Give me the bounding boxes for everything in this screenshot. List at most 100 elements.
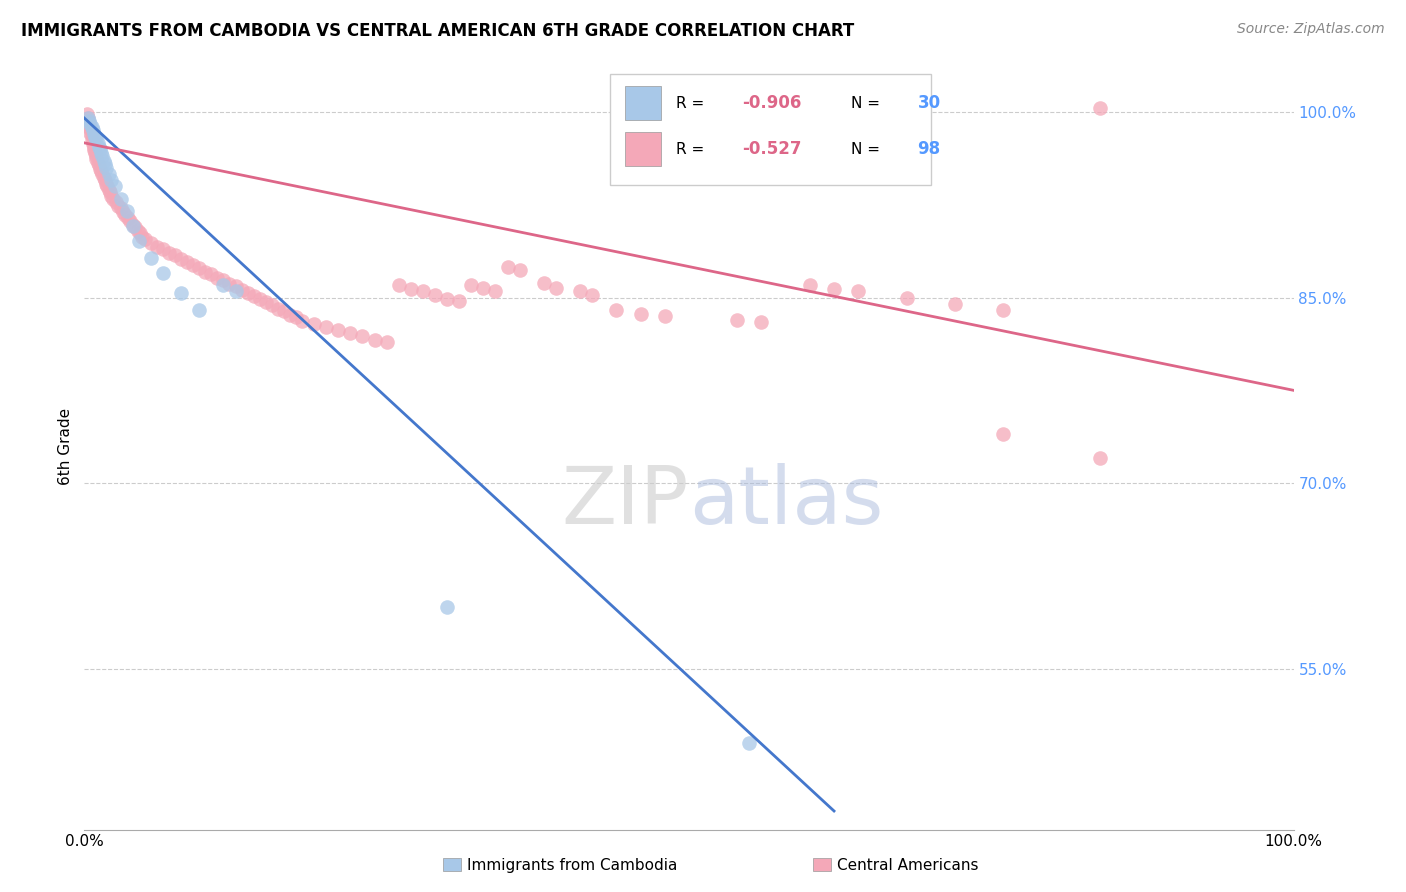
Point bbox=[212, 278, 235, 293]
Point bbox=[91, 167, 114, 181]
Text: ZIP: ZIP bbox=[561, 463, 689, 541]
Point bbox=[225, 285, 247, 299]
Point bbox=[124, 219, 146, 234]
Point bbox=[823, 282, 845, 296]
Point bbox=[278, 308, 301, 322]
Text: Source: ZipAtlas.com: Source: ZipAtlas.com bbox=[1237, 22, 1385, 37]
Point bbox=[654, 309, 676, 323]
Point bbox=[207, 270, 229, 285]
Point bbox=[315, 320, 337, 334]
Point bbox=[284, 310, 308, 325]
Point bbox=[112, 205, 135, 219]
Point bbox=[79, 122, 101, 136]
Point bbox=[630, 307, 652, 321]
Point bbox=[581, 288, 603, 302]
Point bbox=[496, 260, 519, 274]
Point bbox=[302, 317, 325, 331]
Point bbox=[943, 296, 966, 310]
Point bbox=[181, 258, 204, 272]
Point bbox=[273, 304, 295, 318]
Point bbox=[77, 115, 100, 129]
Point bbox=[363, 333, 385, 347]
Point bbox=[896, 291, 918, 305]
Point bbox=[93, 154, 115, 169]
Point bbox=[291, 314, 314, 328]
Point bbox=[388, 278, 411, 293]
Y-axis label: 6th Grade: 6th Grade bbox=[58, 408, 73, 484]
Text: Central Americans: Central Americans bbox=[837, 858, 979, 872]
Point bbox=[87, 139, 110, 153]
Point bbox=[90, 164, 112, 178]
Point bbox=[97, 167, 120, 181]
Point bbox=[94, 161, 117, 175]
Point bbox=[110, 202, 132, 216]
Point bbox=[121, 219, 143, 233]
Point bbox=[121, 218, 143, 232]
Point bbox=[104, 195, 127, 210]
Point bbox=[267, 301, 290, 316]
Point bbox=[104, 179, 127, 194]
Point bbox=[399, 282, 422, 296]
Text: IMMIGRANTS FROM CAMBODIA VS CENTRAL AMERICAN 6TH GRADE CORRELATION CHART: IMMIGRANTS FROM CAMBODIA VS CENTRAL AMER… bbox=[21, 22, 855, 40]
Point bbox=[86, 149, 108, 163]
Point bbox=[236, 285, 259, 300]
Text: -0.527: -0.527 bbox=[742, 140, 801, 158]
Point bbox=[509, 263, 531, 277]
Point bbox=[90, 145, 112, 160]
FancyBboxPatch shape bbox=[610, 74, 931, 186]
Point bbox=[77, 120, 100, 134]
Point bbox=[83, 127, 105, 141]
Point bbox=[117, 211, 139, 226]
Point bbox=[799, 278, 821, 293]
Point bbox=[86, 152, 108, 166]
Point bbox=[94, 177, 117, 191]
Text: N =: N = bbox=[851, 95, 884, 111]
Bar bbox=[624, 86, 661, 120]
Text: 30: 30 bbox=[918, 94, 941, 112]
Point bbox=[472, 280, 495, 294]
Point bbox=[91, 149, 114, 163]
Text: N =: N = bbox=[851, 142, 884, 157]
Point bbox=[460, 278, 482, 293]
Point bbox=[993, 426, 1015, 441]
Point bbox=[77, 111, 100, 125]
Point bbox=[93, 170, 115, 185]
Point bbox=[533, 276, 555, 290]
Point bbox=[412, 285, 434, 299]
Point bbox=[176, 254, 198, 268]
Point bbox=[77, 117, 100, 131]
Point bbox=[87, 158, 110, 172]
Point bbox=[352, 329, 374, 343]
Point bbox=[77, 111, 100, 125]
Point bbox=[82, 135, 104, 149]
Point bbox=[738, 736, 761, 750]
Point bbox=[231, 283, 253, 297]
Point bbox=[1088, 101, 1111, 115]
Point bbox=[100, 189, 122, 203]
Point bbox=[328, 323, 350, 337]
Point bbox=[225, 279, 247, 293]
Point bbox=[86, 132, 108, 146]
Point bbox=[107, 199, 129, 213]
Point bbox=[242, 289, 264, 303]
Point bbox=[254, 295, 277, 310]
Point bbox=[165, 248, 187, 262]
Point bbox=[170, 285, 193, 300]
Point bbox=[339, 326, 361, 341]
Point bbox=[200, 267, 222, 281]
Point bbox=[76, 107, 98, 121]
Point bbox=[79, 117, 101, 131]
Point bbox=[146, 240, 169, 254]
Point bbox=[423, 288, 446, 302]
Text: atlas: atlas bbox=[689, 463, 883, 541]
Point bbox=[127, 224, 149, 238]
Point bbox=[80, 120, 103, 134]
Point bbox=[83, 143, 105, 157]
Point bbox=[993, 302, 1015, 317]
Point bbox=[605, 302, 627, 317]
Point bbox=[751, 315, 773, 329]
Point bbox=[114, 208, 136, 222]
Point bbox=[115, 203, 138, 218]
Point bbox=[83, 141, 105, 155]
Point bbox=[194, 264, 217, 278]
